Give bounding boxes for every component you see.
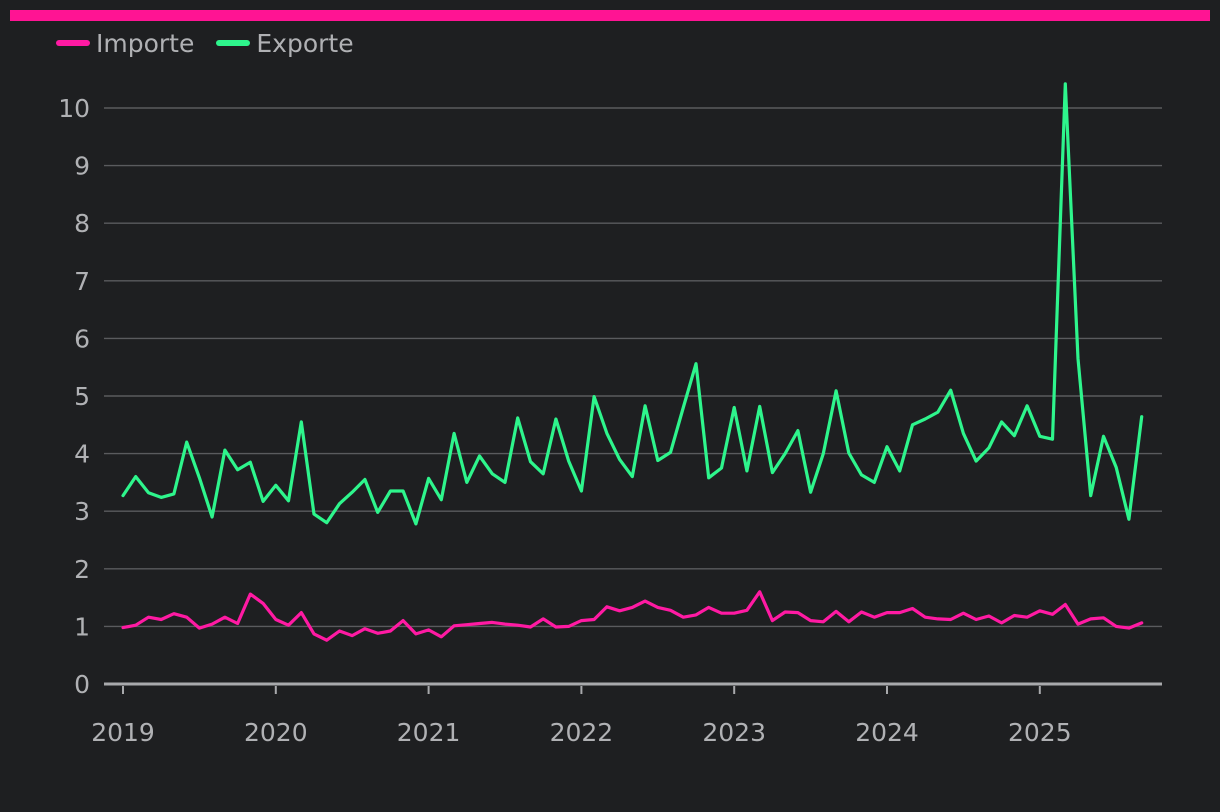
x-tick-label: 2022 [550,718,614,747]
series-line-importe [121,590,1144,642]
legend-item-importe: Importe [56,29,194,58]
x-tick-label: 2021 [397,718,461,747]
x-tick-label: 2019 [91,718,155,747]
accent-bar [10,10,1210,21]
x-tick-label: 2024 [855,718,919,747]
y-tick-label: 10 [58,94,90,123]
y-tick-label: 7 [74,267,90,296]
y-tick-label: 9 [74,152,90,181]
y-tick-label: 2 [74,555,90,584]
y-axis-ticks: 0 1 2 3 4 5 6 7 8 9 10 [58,94,90,699]
legend-swatch-exporte [216,40,251,46]
gridlines [104,107,1162,628]
y-tick-label: 1 [74,612,90,641]
y-tick-label: 4 [74,440,90,469]
y-tick-label: 3 [74,497,90,526]
y-tick-label: 5 [74,382,90,411]
legend-swatch-importe [56,40,90,46]
x-tick-label: 2020 [244,718,308,747]
x-tick-label: 2025 [1008,718,1072,747]
y-tick-label: 8 [74,209,90,238]
series-lines [121,82,1144,642]
series-line-exporte [121,82,1144,526]
x-axis: 2019 2020 2021 2022 2023 2024 2025 [91,682,1162,747]
y-tick-label: 0 [74,670,90,699]
legend: Importe Exporte [56,27,376,59]
x-tick-label: 2023 [702,718,766,747]
legend-item-exporte: Exporte [216,28,354,58]
y-tick-label: 6 [74,324,90,353]
legend-label-exporte: Exporte [256,28,354,58]
legend-label-importe: Importe [96,28,195,58]
